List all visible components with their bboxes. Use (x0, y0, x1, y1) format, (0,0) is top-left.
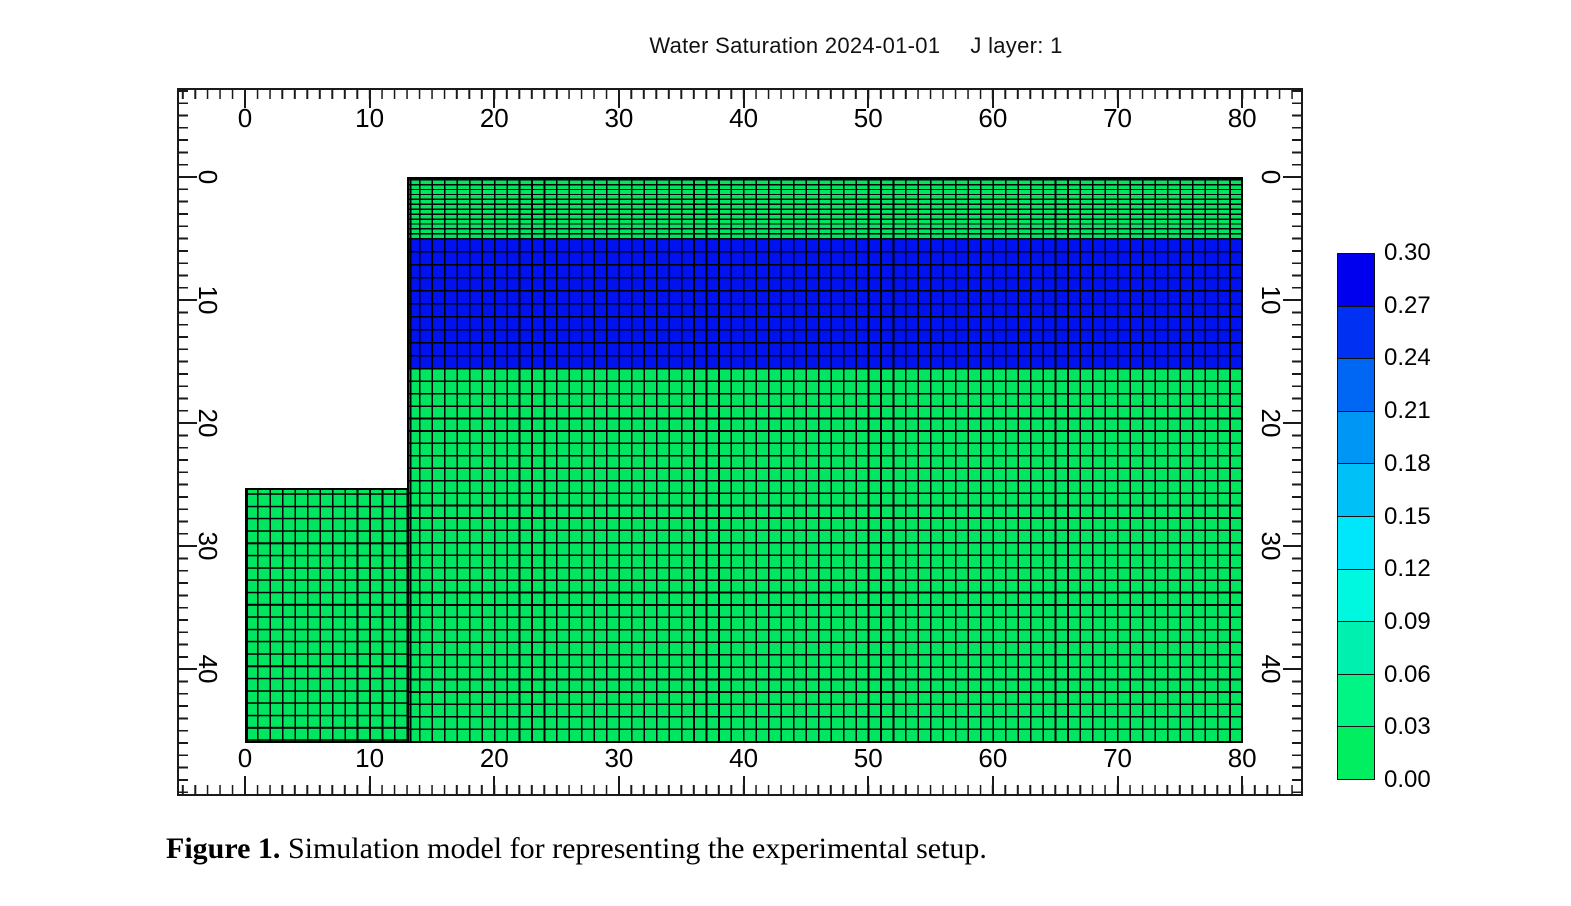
colorbar-tick-label: 0.24 (1384, 344, 1431, 372)
colorbar-segment (1338, 411, 1374, 465)
figure-caption: Figure 1. Simulation model for represent… (166, 832, 987, 866)
colorbar-tick-label: 0.21 (1384, 397, 1431, 425)
ruler-ticks-top (179, 90, 1301, 99)
x-tick-label-top: 70 (1103, 103, 1132, 133)
x-tick-label-top: 50 (853, 103, 883, 133)
y-major-tick-right (1283, 668, 1301, 671)
y-tick-label-left: 0 (193, 169, 223, 185)
y-major-tick-left (179, 545, 197, 548)
colorbar-segment (1338, 622, 1374, 675)
x-major-tick-bottom (244, 776, 246, 794)
y-tick-label-right: 10 (1256, 285, 1286, 315)
x-major-tick-top (867, 90, 870, 108)
y-tick-label-left: 20 (193, 408, 223, 438)
x-major-tick-top (742, 90, 745, 108)
x-tick-label-bottom: 0 (237, 743, 253, 773)
y-tick-label-left: 10 (193, 285, 223, 315)
x-tick-label-bottom: 60 (978, 743, 1008, 773)
colorbar-segment (1338, 516, 1374, 570)
x-tick-label-top: 10 (355, 103, 385, 133)
colorbar-segment (1338, 254, 1374, 307)
x-tick-label-bottom: 80 (1227, 743, 1257, 773)
x-tick-label-top: 40 (729, 103, 759, 133)
x-major-tick-bottom (742, 776, 745, 794)
colorbar-tick-label: 0.18 (1384, 449, 1431, 477)
simulation-grid-left-extension (245, 488, 409, 743)
x-tick-label-bottom: 20 (479, 743, 509, 773)
colorbar-segment (1338, 569, 1374, 623)
x-tick-label-bottom: 50 (853, 743, 883, 773)
colorbar (1337, 253, 1375, 780)
y-tick-label-left: 30 (193, 531, 223, 561)
colorbar-tick-label: 0.00 (1384, 766, 1431, 793)
colorbar-tick-label: 0.30 (1384, 239, 1431, 266)
plot-title-text: Water Saturation 2024-01-01 (649, 33, 941, 58)
y-major-tick-right (1283, 299, 1301, 302)
x-major-tick-top (1241, 90, 1244, 108)
colorbar-tick-label: 0.15 (1384, 502, 1431, 530)
colorbar-tick-label: 0.27 (1384, 291, 1431, 319)
plot-title: Water Saturation 2024-01-01 J layer: 1 (649, 33, 1062, 59)
plot-title-layer: J layer: 1 (970, 33, 1063, 58)
y-tick-label-left: 40 (193, 654, 223, 684)
y-major-tick-right (1283, 422, 1301, 425)
y-major-tick-left (179, 668, 197, 671)
y-major-tick-right (1283, 176, 1301, 178)
plot-frame (177, 88, 1303, 796)
colorbar-segment (1338, 727, 1374, 779)
x-tick-label-bottom: 30 (604, 743, 634, 773)
x-major-tick-bottom (493, 776, 496, 794)
x-tick-label-top: 20 (479, 103, 509, 133)
colorbar-tick-label: 0.12 (1384, 555, 1431, 583)
colorbar-segment (1338, 359, 1374, 412)
x-tick-label-top: 80 (1227, 103, 1257, 133)
x-major-tick-bottom (1241, 776, 1244, 794)
y-tick-label-right: 40 (1256, 654, 1286, 684)
x-tick-label-bottom: 70 (1103, 743, 1132, 773)
x-major-tick-bottom (867, 776, 870, 794)
x-tick-label-top: 0 (237, 103, 253, 133)
x-major-tick-top (617, 90, 620, 108)
colorbar-tick-label: 0.09 (1384, 607, 1431, 635)
y-tick-label-right: 30 (1256, 531, 1286, 561)
colorbar-segment (1338, 306, 1374, 360)
y-major-tick-left (179, 299, 197, 302)
colorbar-tick-label: 0.06 (1384, 660, 1431, 688)
y-major-tick-right (1283, 545, 1301, 548)
x-major-tick-top (493, 90, 496, 108)
x-major-tick-top (991, 90, 994, 108)
x-tick-label-top: 60 (978, 103, 1008, 133)
x-major-tick-top (368, 90, 371, 108)
colorbar-segment (1338, 674, 1374, 728)
ruler-ticks-left (179, 90, 188, 794)
x-major-tick-bottom (617, 776, 620, 794)
y-tick-label-right: 0 (1256, 169, 1286, 185)
x-major-tick-bottom (991, 776, 994, 794)
simulation-grid-main (407, 177, 1243, 743)
y-tick-label-right: 20 (1256, 408, 1286, 438)
x-major-tick-bottom (1116, 776, 1119, 794)
caption-label: Figure 1. (166, 832, 281, 865)
caption-text: Simulation model for representing the ex… (280, 832, 987, 865)
y-major-tick-left (179, 422, 197, 425)
grid-band-upper-green (409, 179, 1241, 238)
x-major-tick-bottom (368, 776, 371, 794)
colorbar-segment (1338, 464, 1374, 517)
x-tick-label-top: 30 (604, 103, 634, 133)
ruler-ticks-right (1292, 90, 1301, 794)
x-major-tick-top (1116, 90, 1119, 108)
y-major-tick-left (179, 176, 197, 178)
x-major-tick-top (244, 90, 246, 108)
x-tick-label-bottom: 40 (729, 743, 759, 773)
colorbar-tick-label: 0.03 (1384, 713, 1431, 741)
ruler-ticks-bottom (179, 785, 1301, 794)
grid-band-blue-high-saturation (409, 238, 1241, 368)
x-tick-label-bottom: 10 (355, 743, 385, 773)
grid-band-lower-green (409, 368, 1241, 741)
